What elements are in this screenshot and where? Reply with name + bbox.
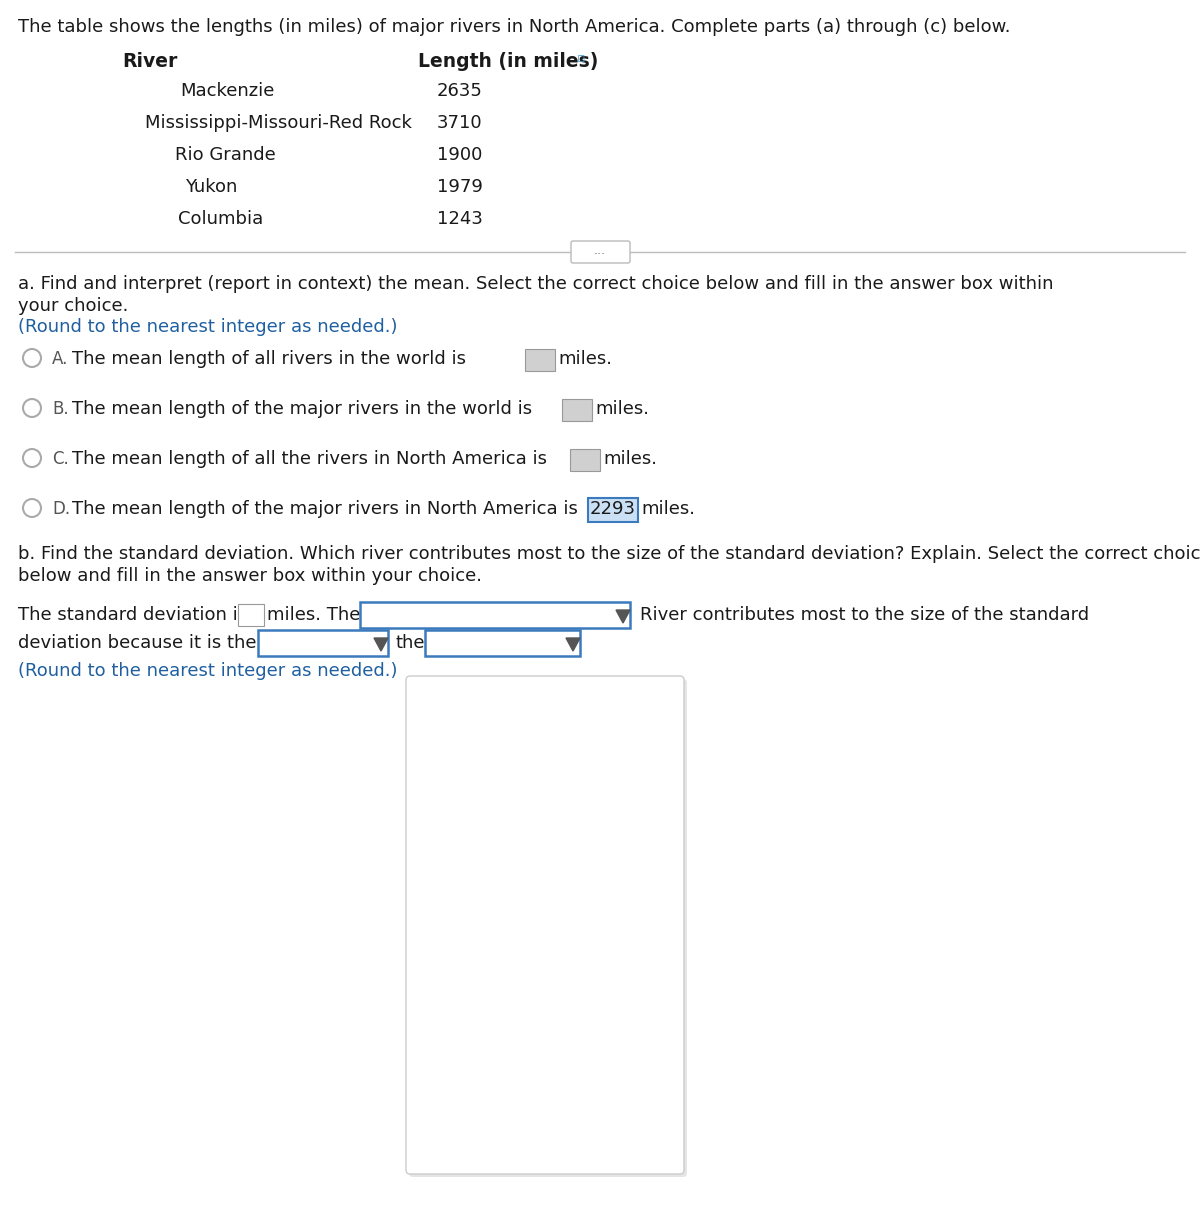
Text: River: River	[122, 52, 178, 70]
Bar	[574, 243, 628, 261]
Text: below and fill in the answer box within your choice.: below and fill in the answer box within …	[18, 567, 482, 585]
Text: the: the	[396, 634, 426, 652]
Circle shape	[23, 348, 41, 367]
Text: 1900: 1900	[437, 146, 482, 164]
Bar	[238, 605, 264, 626]
Text: The mean length of all rivers in the world is: The mean length of all rivers in the wor…	[72, 350, 466, 368]
Circle shape	[23, 399, 41, 416]
Text: 1979: 1979	[437, 178, 482, 195]
Text: The mean length of all the rivers in North America is: The mean length of all the rivers in Nor…	[72, 450, 547, 469]
Bar	[570, 449, 600, 471]
Text: b. Find the standard deviation. Which river contributes most to the size of the : b. Find the standard deviation. Which ri…	[18, 545, 1200, 563]
Text: a. Find and interpret (report in context) the mean. Select the correct choice be: a. Find and interpret (report in context…	[18, 276, 1054, 293]
Circle shape	[25, 501, 38, 515]
Text: miles.: miles.	[641, 500, 695, 518]
Bar	[258, 630, 388, 656]
Text: The table shows the lengths (in miles) of major rivers in North America. Complet: The table shows the lengths (in miles) o…	[18, 18, 1010, 36]
FancyBboxPatch shape	[406, 676, 684, 1174]
Text: miles.: miles.	[595, 399, 649, 418]
Text: (Round to the nearest integer as needed.): (Round to the nearest integer as needed.…	[18, 662, 397, 680]
Polygon shape	[566, 639, 580, 651]
Polygon shape	[616, 609, 630, 623]
Text: miles. The: miles. The	[266, 606, 360, 624]
Bar	[562, 399, 592, 421]
Text: Columbia: Columbia	[178, 210, 263, 228]
Text: minimum value.: minimum value.	[440, 810, 592, 829]
Text: mean.: mean.	[440, 730, 499, 749]
Text: The mean length of the major rivers in the world is: The mean length of the major rivers in t…	[72, 399, 532, 418]
Text: deviation because it is the: deviation because it is the	[18, 634, 257, 652]
Text: Mackenzie: Mackenzie	[180, 83, 275, 100]
Text: A.: A.	[52, 350, 68, 368]
Text: your choice.: your choice.	[18, 297, 128, 314]
Polygon shape	[374, 639, 388, 651]
Text: maximum value.: maximum value.	[440, 972, 598, 991]
Text: The mean length of the major rivers in North America is: The mean length of the major rivers in N…	[72, 500, 578, 518]
Text: miles.: miles.	[604, 450, 658, 469]
Text: 2293: 2293	[590, 500, 636, 518]
Bar	[588, 498, 638, 522]
Text: standard deviation.: standard deviation.	[440, 892, 622, 910]
Text: C.: C.	[52, 450, 68, 469]
FancyBboxPatch shape	[409, 679, 686, 1178]
Text: ▫: ▫	[577, 52, 586, 66]
Text: 1243: 1243	[437, 210, 482, 228]
Text: Mississippi-Missouri-Red Rock: Mississippi-Missouri-Red Rock	[145, 114, 412, 132]
Text: The standard deviation is: The standard deviation is	[18, 606, 247, 624]
Text: 3710: 3710	[437, 114, 482, 132]
Text: Length (in miles): Length (in miles)	[418, 52, 599, 70]
Text: Rio Grande: Rio Grande	[175, 146, 276, 164]
Text: Yukon: Yukon	[185, 178, 238, 195]
Text: (Round to the nearest integer as needed.): (Round to the nearest integer as needed.…	[18, 318, 397, 336]
FancyBboxPatch shape	[571, 242, 630, 263]
Text: ···: ···	[594, 248, 606, 261]
Text: D.: D.	[52, 500, 70, 518]
Text: miles.: miles.	[558, 350, 612, 368]
Bar	[526, 348, 554, 371]
Text: 2635: 2635	[437, 83, 482, 100]
Text: B.: B.	[52, 399, 68, 418]
Circle shape	[23, 449, 41, 467]
Bar	[360, 602, 630, 628]
Bar	[425, 630, 580, 656]
Text: River contributes most to the size of the standard: River contributes most to the size of th…	[640, 606, 1090, 624]
Circle shape	[23, 499, 41, 517]
Text: ✓: ✓	[26, 501, 38, 515]
